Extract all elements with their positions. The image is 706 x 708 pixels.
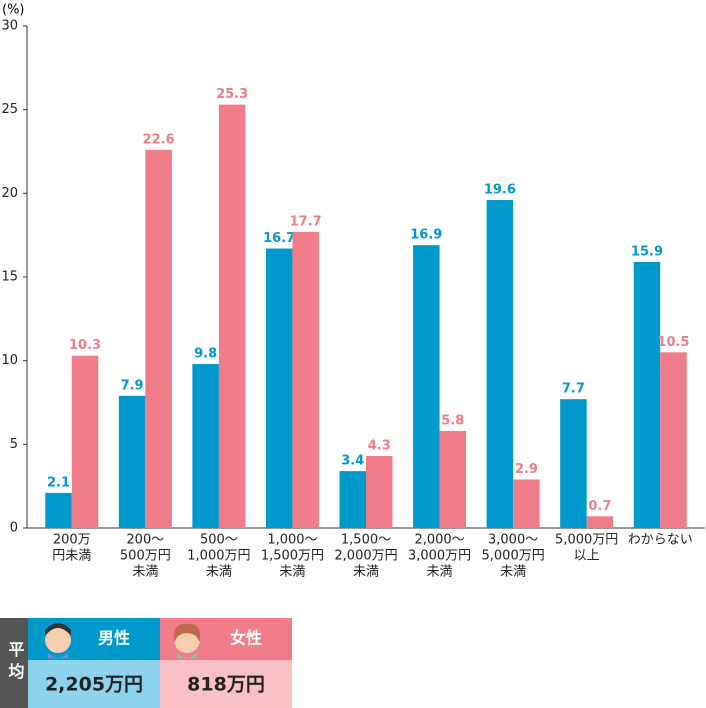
value-label: 5.8 xyxy=(441,413,464,428)
bar xyxy=(366,456,393,528)
x-tick-label: 2,000万円 xyxy=(334,549,397,564)
bar xyxy=(292,231,319,528)
value-label: 3.4 xyxy=(341,454,364,469)
male-value-bg xyxy=(28,660,160,708)
bar xyxy=(660,352,687,528)
value-label: 25.3 xyxy=(216,87,248,102)
y-unit: (%) xyxy=(2,3,25,18)
value-label: 17.7 xyxy=(290,214,322,229)
bar xyxy=(339,471,366,528)
legend-male: 男性 xyxy=(98,629,130,648)
x-tick-label: 3,000万円 xyxy=(408,549,471,564)
average-label-bg xyxy=(0,618,28,708)
value-label: 16.7 xyxy=(263,231,295,246)
bar xyxy=(218,104,246,528)
x-tick-label: 500万円 xyxy=(120,549,171,564)
female-value-bg xyxy=(160,660,292,708)
bar xyxy=(560,399,587,528)
x-tick-label: 1,500万円 xyxy=(261,549,324,564)
value-label: 2.1 xyxy=(47,475,70,490)
x-tick-label: 未満 xyxy=(206,565,232,580)
bar xyxy=(413,245,440,528)
bar xyxy=(192,364,219,528)
y-tick-label: 25 xyxy=(1,102,18,117)
value-label: 7.7 xyxy=(562,382,585,397)
x-tick-label: 円未満 xyxy=(52,549,91,564)
bar xyxy=(486,200,514,528)
female-average: 818万円 xyxy=(187,674,265,696)
bar xyxy=(513,479,540,528)
value-label: 16.9 xyxy=(410,228,442,243)
bar xyxy=(633,261,661,528)
x-tick-label: 未満 xyxy=(353,565,379,580)
x-tick-label: 未満 xyxy=(500,565,526,580)
x-tick-label: 1,000万円 xyxy=(187,549,250,564)
x-tick-label: 200〜 xyxy=(126,533,164,548)
value-label: 10.5 xyxy=(657,335,689,350)
bar xyxy=(45,492,72,528)
x-tick-label: 1,500〜 xyxy=(341,533,391,548)
bar xyxy=(586,516,614,528)
x-tick-label: 5,000万円 xyxy=(482,549,545,564)
female-icon xyxy=(173,623,201,658)
value-label: 7.9 xyxy=(121,378,144,393)
legend-female: 女性 xyxy=(230,629,262,648)
bar xyxy=(439,430,467,528)
male-icon xyxy=(45,623,71,658)
bar xyxy=(71,355,99,528)
value-label: 22.6 xyxy=(143,132,175,147)
male-average: 2,205万円 xyxy=(45,674,143,696)
value-label: 10.3 xyxy=(69,338,101,353)
y-tick-label: 0 xyxy=(10,521,18,536)
bar xyxy=(145,149,172,528)
value-label: 19.6 xyxy=(484,183,516,198)
x-tick-label: 500〜 xyxy=(200,533,238,548)
y-tick-label: 20 xyxy=(1,186,18,201)
average-label: 平均 xyxy=(6,641,25,685)
value-label: 2.9 xyxy=(515,462,538,477)
x-tick-label: 未満 xyxy=(279,565,305,580)
x-tick-label: 3,000〜 xyxy=(488,533,538,548)
x-tick-label: 未満 xyxy=(132,565,158,580)
value-label: 9.8 xyxy=(194,347,217,362)
y-tick-label: 5 xyxy=(10,437,18,452)
y-tick-label: 10 xyxy=(1,353,18,368)
bar xyxy=(118,395,146,528)
x-tick-label: 2,000〜 xyxy=(414,533,464,548)
x-tick-label: 1,000〜 xyxy=(267,533,317,548)
bar xyxy=(265,248,293,528)
y-tick-label: 15 xyxy=(1,270,18,285)
value-label: 4.3 xyxy=(368,439,391,454)
value-label: 0.7 xyxy=(588,499,611,514)
y-tick-label: 30 xyxy=(1,19,18,34)
value-label: 15.9 xyxy=(631,244,663,259)
x-tick-label: 200万 xyxy=(53,533,91,548)
x-tick-label: 5,000万円 xyxy=(555,533,618,548)
x-tick-label: 未満 xyxy=(427,565,453,580)
x-tick-label: 以上 xyxy=(574,549,600,564)
x-tick-label: わからない xyxy=(628,533,693,548)
